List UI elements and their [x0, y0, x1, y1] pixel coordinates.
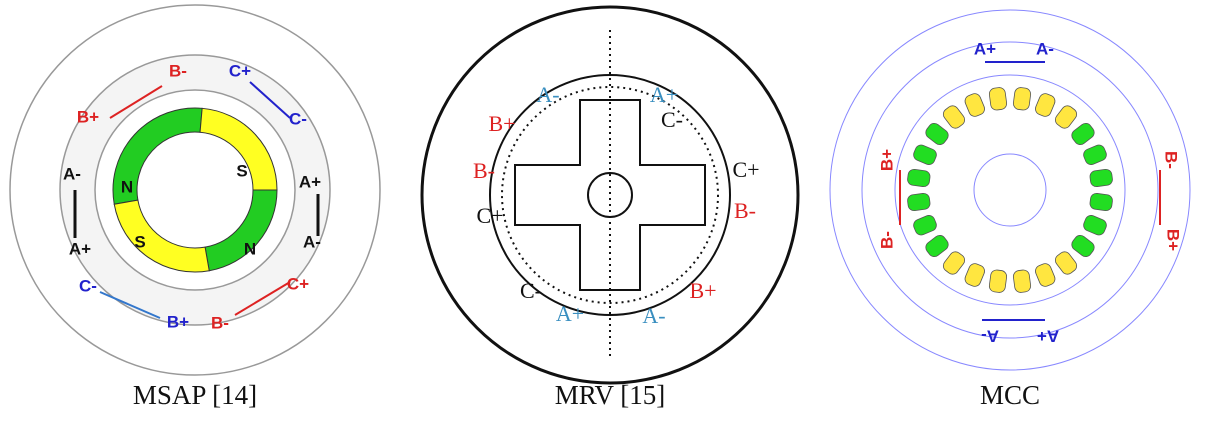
winding-label: C-: [661, 107, 683, 132]
winding-label: A+: [650, 82, 678, 107]
pole-label: N: [244, 239, 256, 258]
rotor-magnet: [1083, 144, 1107, 165]
caption: MCC: [980, 380, 1040, 410]
rotor-magnet: [1071, 234, 1095, 258]
winding-label: C+: [476, 203, 503, 228]
winding-label: C-: [520, 278, 542, 303]
winding-label: A-: [981, 327, 999, 346]
winding-label: B+: [77, 107, 99, 126]
winding-label: B+: [689, 278, 716, 303]
rotor-magnet: [1089, 192, 1113, 212]
rotor-magnet: [1071, 122, 1095, 146]
pole-label: S: [134, 232, 145, 251]
caption: MRV [15]: [555, 380, 666, 410]
rotor-magnet: [913, 144, 937, 165]
winding-label: B-: [473, 158, 495, 183]
rotor-magnet: [907, 168, 931, 188]
winding-label: A-: [1036, 39, 1054, 58]
winding-label: C-: [79, 276, 97, 295]
rotor-magnet: [1089, 168, 1113, 188]
winding-label: A+: [69, 239, 91, 258]
winding-label: B+: [167, 312, 189, 331]
winding-label: B+: [488, 111, 515, 136]
winding-label: A+: [1037, 327, 1059, 346]
rotor-magnet: [964, 93, 985, 117]
winding-label: C+: [229, 61, 251, 80]
winding-label: A-: [63, 164, 81, 183]
rotor-magnet: [1035, 263, 1056, 287]
winding-label: B-: [1162, 151, 1181, 169]
rotor-magnet: [907, 192, 931, 212]
mrv-drawing: [420, 5, 800, 385]
winding-label: C-: [289, 109, 307, 128]
rotor-magnet: [942, 105, 966, 129]
winding-label: A+: [556, 301, 584, 326]
rotor-magnet: [925, 122, 949, 146]
winding-label: A+: [974, 39, 996, 58]
pole-label: N: [121, 177, 133, 196]
rotor-magnet: [1083, 215, 1107, 236]
winding-label: A+: [299, 172, 321, 191]
winding-label: C+: [287, 274, 309, 293]
winding-label: B-: [169, 61, 187, 80]
winding-label: A-: [642, 303, 665, 328]
winding-label: A-: [536, 82, 559, 107]
rotor-magnet: [113, 199, 210, 273]
winding-label: A-: [303, 232, 321, 251]
winding-label: B+: [877, 149, 896, 171]
pole-label: S: [236, 161, 247, 180]
rotor-magnet: [1012, 269, 1032, 293]
winding-label: B-: [734, 198, 756, 223]
winding-label: B+: [1164, 229, 1183, 251]
rotor-magnet: [925, 234, 949, 258]
mcc-drawing: [829, 9, 1191, 371]
caption: MSAP [14]: [133, 380, 257, 410]
rotor-magnet: [942, 251, 966, 275]
rotor-magnet: [1035, 93, 1056, 117]
rotor-magnet: [988, 269, 1008, 293]
winding-label: B-: [877, 231, 896, 249]
msap-drawing: [9, 4, 381, 376]
winding-label: B-: [211, 313, 229, 332]
rotor-magnet: [1012, 87, 1032, 111]
rotor-magnet: [913, 215, 937, 236]
winding-label: C+: [732, 157, 759, 182]
rotor-magnet: [964, 263, 985, 287]
rotor-magnet: [1054, 251, 1078, 275]
rotor-magnet: [1054, 105, 1078, 129]
rotor-magnet: [988, 87, 1008, 111]
